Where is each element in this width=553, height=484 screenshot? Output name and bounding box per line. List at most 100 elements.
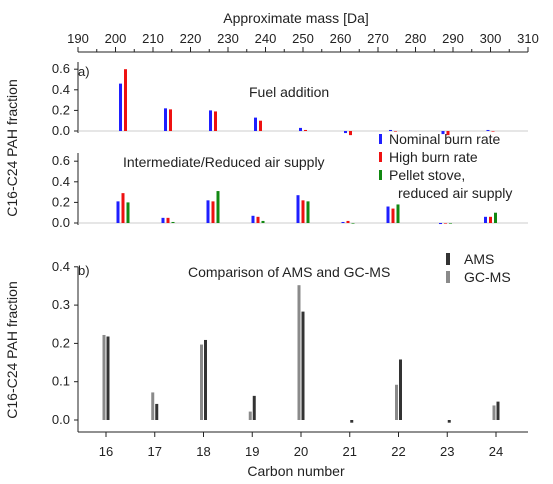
panel-b-comparison: 0.0 0.1 0.2 0.3 0.4 16 17 18 19 20 21 22 23 24 (52, 259, 528, 459)
top-axis-tick-label: 220 (180, 31, 202, 46)
panel-a1-bar (491, 131, 495, 132)
panel-a1-bar (349, 131, 352, 136)
panel-a2-bar (301, 200, 305, 223)
panel-b-xtick-label: 24 (489, 444, 503, 459)
legend-b: AMS GC-MS (446, 251, 511, 285)
panel-a2-bar (171, 221, 175, 223)
panel-a1-bar (169, 109, 172, 131)
panel-a2-bar (386, 206, 390, 223)
legend-a: Nominal burn rate High burn rate Pellet st… (379, 131, 512, 201)
panel-a-label: a) (78, 64, 90, 79)
top-axis-tick-label: 260 (330, 31, 352, 46)
panel-b-ytick-label: 0.1 (52, 374, 70, 389)
panel-b-bar (301, 311, 305, 420)
panel-b-ytick-label: 0.0 (52, 412, 70, 427)
panel-b-xtick-label: 20 (294, 444, 308, 459)
panel-a-ylabel: C16-C24 PAH fraction (4, 79, 20, 216)
panel-b-xtick-label: 17 (148, 444, 162, 459)
top-axis-tick-label: 190 (67, 31, 89, 46)
panel-a2-ytick-label: 0.0 (52, 215, 70, 230)
panel-a1-bar (209, 110, 212, 131)
panel-a2-bar (396, 204, 400, 223)
panel-a2-bar (346, 220, 350, 223)
panel-b-ytick-label: 0.3 (52, 297, 70, 312)
panel-b-bar (204, 339, 207, 420)
panel-b-ytick-label: 0.4 (52, 259, 70, 274)
panel-a2-bar (494, 212, 497, 223)
panel-a2-bar (216, 191, 220, 223)
panel-a2-bar (341, 221, 345, 223)
panel-a1-title: Fuel addition (249, 84, 329, 100)
panel-a1-ytick-label: 0.6 (52, 61, 70, 76)
legend-a-swatch (379, 134, 382, 144)
legend-a-swatch (379, 152, 382, 162)
legend-b-swatch (446, 253, 450, 265)
panel-a1-bar (254, 117, 257, 131)
panel-a2-bar (251, 215, 255, 223)
panel-a2-bar (161, 217, 165, 223)
panel-a1-bar (446, 131, 450, 136)
panel-a1-bar (441, 131, 445, 135)
panel-b-bar (155, 403, 159, 420)
panel-a2-ytick-label: 0.4 (52, 174, 70, 189)
panel-a1-ytick-label: 0.0 (52, 123, 70, 138)
panel-b-bar (297, 285, 301, 420)
panel-b-bar (395, 384, 398, 420)
panel-a-fuel-addition: 0.0 0.2 0.4 0.6 (52, 61, 528, 138)
panel-b-bar (447, 420, 451, 423)
top-axis-tick-label: 200 (105, 31, 127, 46)
top-axis-label: Approximate mass [Da] (223, 10, 369, 26)
panel-b-bar (496, 401, 500, 420)
panel-b-bar (151, 392, 155, 420)
panel-b-bar (252, 395, 256, 420)
legend-b-swatch (446, 271, 450, 283)
panel-b-ylabel: C16-C24 PAH fraction (4, 281, 20, 418)
panel-a2-bar (296, 195, 300, 223)
top-axis-tick-label: 250 (292, 31, 314, 46)
panel-a2-bar (261, 220, 265, 223)
panel-a2-ytick-label: 0.6 (52, 153, 70, 168)
panel-a1-bar (486, 129, 490, 131)
panel-a2-bar (391, 208, 395, 223)
panel-a2-bar (256, 216, 260, 223)
legend-a-label: Pellet stove, (389, 167, 465, 183)
panel-b-xtick-label: 21 (343, 444, 357, 459)
panel-b-bar (350, 420, 354, 423)
panel-b-bar (102, 334, 106, 420)
legend-a-label-cont: reduced air supply (398, 185, 512, 201)
top-axis-tick-label: 310 (517, 31, 539, 46)
panel-a2-bar (121, 193, 125, 223)
panel-b-bar (492, 405, 496, 420)
panel-a2-bar (306, 201, 310, 223)
panel-a2-title: Intermediate/Reduced air supply (123, 154, 325, 170)
legend-a-label: High burn rate (389, 149, 478, 165)
panel-a2-bar (116, 201, 120, 223)
panel-b-bar (106, 336, 110, 420)
panel-b-xtick-label: 19 (245, 444, 259, 459)
panel-a1-bar (119, 83, 122, 131)
panel-a1-ytick-label: 0.2 (52, 102, 70, 117)
top-axis-tick-label: 300 (480, 31, 502, 46)
panel-a2-bar (484, 216, 487, 223)
panel-a-intermediate-air: 0.0 0.2 0.4 0.6 (52, 153, 528, 230)
panel-b-xtick-label: 23 (440, 444, 454, 459)
top-axis-tick-label: 270 (367, 31, 389, 46)
panel-a2-bar (449, 223, 452, 224)
top-axis-tick-label: 230 (217, 31, 239, 46)
panel-a1-bar (389, 129, 392, 131)
panel-b-ytick-label: 0.2 (52, 335, 70, 350)
panel-a2-bar (206, 200, 210, 223)
top-axis-tick-label: 240 (255, 31, 277, 46)
panel-b-xtick-label: 18 (196, 444, 210, 459)
legend-a-swatch (379, 170, 382, 180)
panel-a2-ytick-label: 0.2 (52, 194, 70, 209)
top-axis-tick-label: 290 (442, 31, 464, 46)
panel-a2-bar (489, 216, 492, 223)
panel-a1-ytick-label: 0.4 (52, 82, 70, 97)
panel-a1-bar (299, 127, 302, 131)
panel-a1-bar (304, 129, 307, 131)
panel-a2-bar (126, 202, 130, 223)
panel-a1-bar (214, 111, 217, 131)
panel-a1-bar (124, 69, 127, 131)
